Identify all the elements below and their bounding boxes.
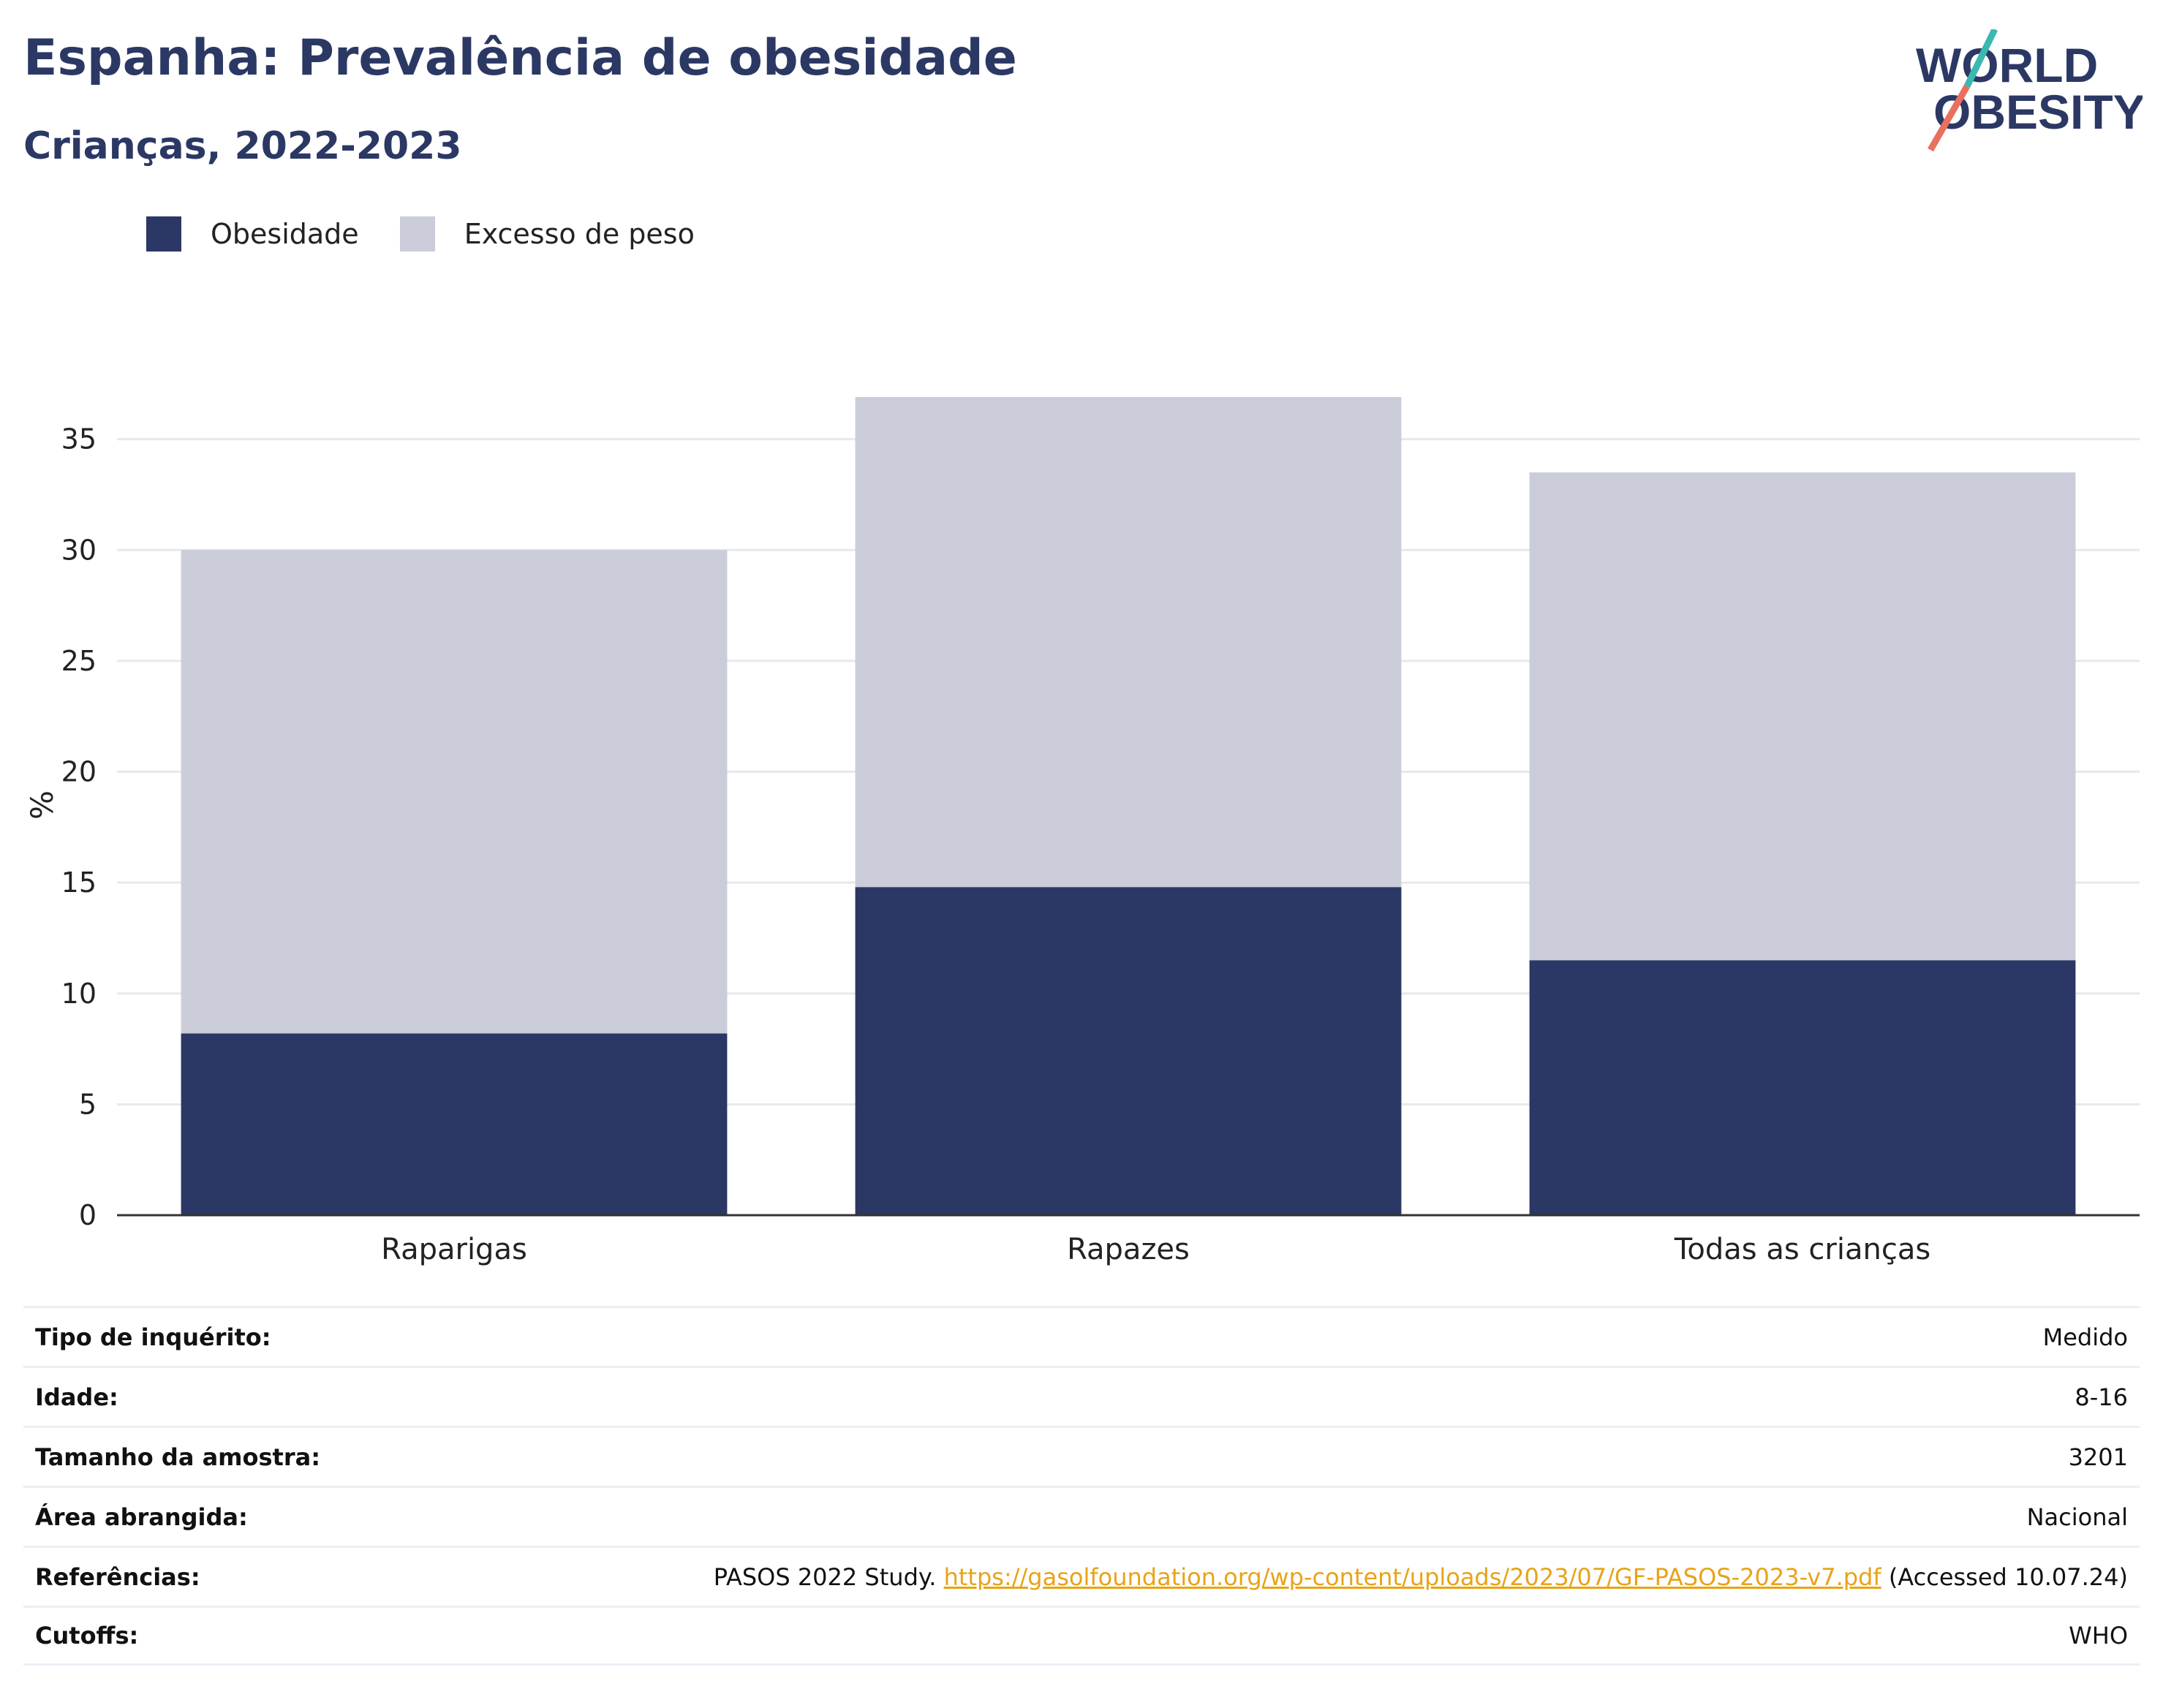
legend-label-obesity: Obesidade: [211, 218, 359, 250]
info-value: Medido: [2042, 1323, 2128, 1351]
bar-obesity: [855, 887, 1402, 1215]
info-label: Referências:: [35, 1562, 200, 1591]
y-tick-label: 10: [61, 978, 97, 1010]
legend: Obesidade Excesso de peso: [146, 216, 736, 252]
info-row-survey-type: Tipo de inquérito: Medido: [23, 1306, 2140, 1366]
bar-overweight: [1529, 472, 2076, 961]
info-row-age: Idade: 8-16: [23, 1366, 2140, 1426]
legend-item-overweight[interactable]: Excesso de peso: [399, 216, 695, 252]
y-tick-label: 20: [61, 756, 97, 788]
logo-line2: OBESITY: [1933, 85, 2143, 139]
y-tick-label: 35: [61, 423, 97, 456]
logo-slash-coral: [1928, 84, 1970, 152]
y-tick-label: 25: [61, 645, 97, 677]
bar-overweight: [181, 550, 728, 1034]
legend-swatch-overweight: [399, 216, 435, 252]
info-row-sample-size: Tamanho da amostra: 3201: [23, 1426, 2140, 1486]
y-tick-label: 5: [79, 1088, 97, 1120]
x-tick-label: Todas as crianças: [1674, 1233, 1930, 1266]
y-tick-label: 15: [61, 866, 97, 899]
info-value: 3201: [2068, 1443, 2128, 1471]
logo-slash-teal: [1963, 29, 1998, 88]
info-row-area: Área abrangida: Nacional: [23, 1486, 2140, 1546]
bar-chart: 0 5 10 15 20 25 30 35% Raparigas Rapazes Todas as …: [24, 397, 2140, 1266]
info-value: 8-16: [2075, 1383, 2128, 1411]
reference-prefix: PASOS 2022 Study.: [713, 1562, 944, 1591]
info-label: Tamanho da amostra:: [35, 1443, 320, 1471]
y-axis-title: %: [24, 790, 60, 820]
info-table: Tipo de inquérito: Medido Idade: 8-16 Ta…: [23, 1306, 2140, 1666]
info-row-cutoffs: Cutoffs: WHO: [23, 1606, 2140, 1666]
x-tick-label: Raparigas: [381, 1233, 527, 1266]
chart-subtitle: Crianças, 2022-2023: [23, 124, 462, 168]
info-value: WHO: [2069, 1622, 2128, 1650]
info-label: Cutoffs:: [35, 1622, 139, 1650]
info-row-references: Referências: PASOS 2022 Study. https://g…: [23, 1546, 2140, 1606]
y-tick-label: 30: [61, 534, 97, 566]
info-label: Área abrangida:: [35, 1503, 248, 1531]
legend-swatch-obesity: [146, 216, 181, 252]
chart-title: Espanha: Prevalência de obesidade: [23, 29, 1017, 87]
y-tick-label: 0: [79, 1199, 97, 1231]
info-value: PASOS 2022 Study. https://gasolfoundatio…: [714, 1563, 2128, 1591]
world-obesity-logo: WORLD OBESITY: [1916, 29, 2143, 152]
logo-line1: WORLD: [1916, 38, 2098, 92]
info-label: Idade:: [35, 1383, 118, 1411]
info-label: Tipo de inquérito:: [35, 1323, 271, 1351]
bar-overweight: [855, 397, 1402, 888]
info-value: Nacional: [2026, 1503, 2128, 1531]
bar-obesity: [1529, 960, 2076, 1215]
x-tick-label: Rapazes: [1067, 1233, 1190, 1266]
reference-suffix: (Accessed 10.07.24): [1881, 1562, 2128, 1591]
reference-link[interactable]: https://gasolfoundation.org/wp-content/u…: [943, 1562, 1881, 1591]
legend-label-overweight: Excesso de peso: [464, 218, 695, 250]
legend-item-obesity[interactable]: Obesidade: [146, 216, 359, 252]
bar-obesity: [181, 1033, 728, 1215]
